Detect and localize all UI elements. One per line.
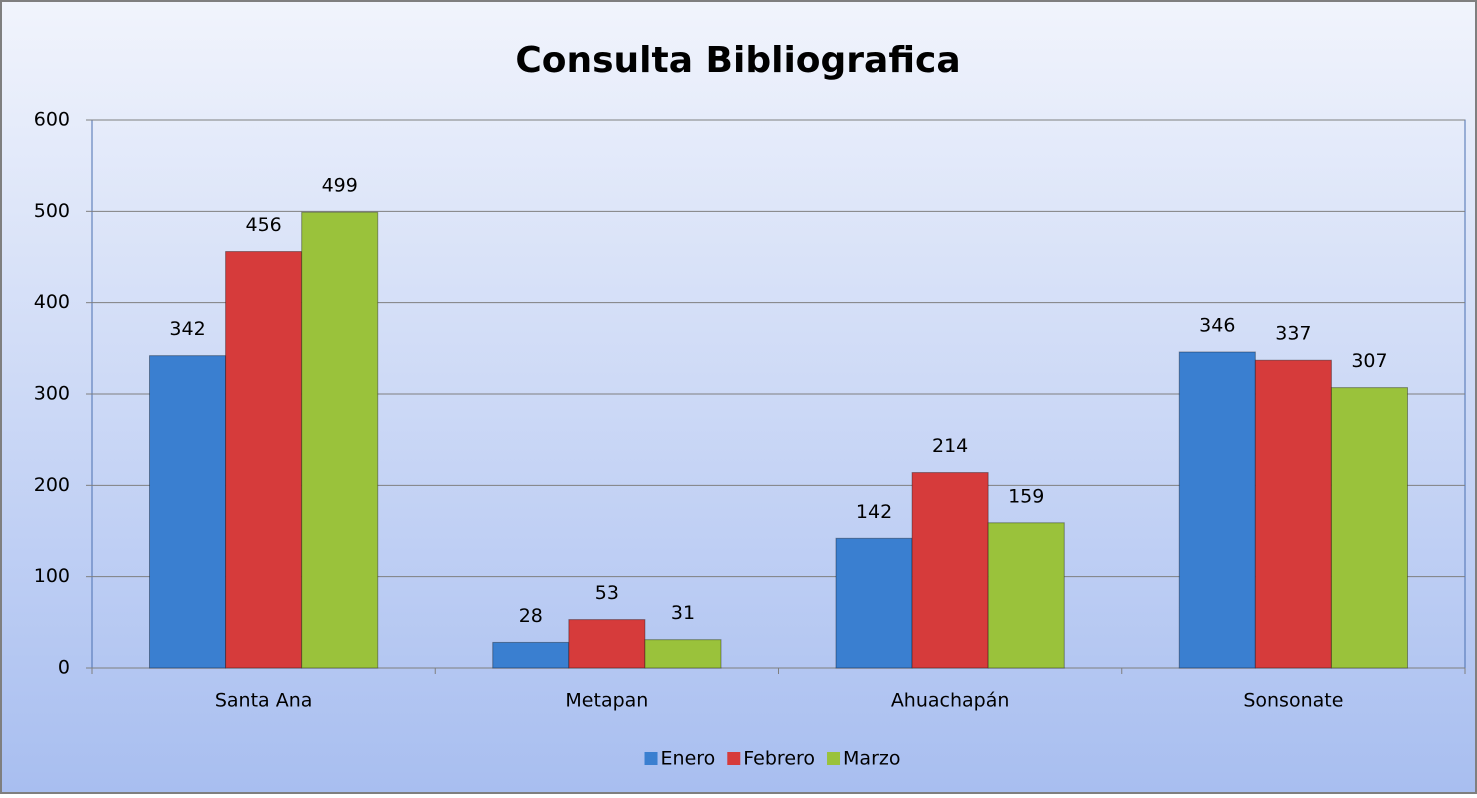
bar <box>492 641 570 669</box>
y-tick-label: 100 <box>34 565 70 587</box>
legend-swatch <box>827 752 841 765</box>
data-label: 28 <box>519 605 543 627</box>
bar <box>911 472 989 669</box>
data-label: 31 <box>671 602 695 624</box>
data-label: 142 <box>856 501 892 523</box>
data-label: 346 <box>1199 314 1235 336</box>
data-label: 53 <box>595 582 619 604</box>
legend-swatch <box>644 752 658 765</box>
bar <box>987 522 1065 669</box>
bar <box>1178 351 1256 669</box>
data-label: 214 <box>932 435 968 457</box>
legend-swatch <box>727 752 741 765</box>
legend-label: Marzo <box>843 748 900 770</box>
bar <box>644 639 722 669</box>
legend-label: Enero <box>661 748 716 770</box>
x-tick-label: Sonsonate <box>1243 690 1343 712</box>
bar <box>1254 359 1332 669</box>
bar <box>1330 387 1409 669</box>
x-tick-label: Ahuachapán <box>891 690 1010 712</box>
y-tick-label: 400 <box>34 291 70 313</box>
bar <box>835 537 913 669</box>
data-label: 337 <box>1275 323 1311 345</box>
bar <box>148 355 227 669</box>
data-label: 159 <box>1008 485 1044 507</box>
x-tick-label: Santa Ana <box>215 690 313 712</box>
y-tick-label: 600 <box>34 109 70 131</box>
chart-title: Consulta Bibliografica <box>515 40 960 81</box>
bar <box>225 251 303 669</box>
y-tick-label: 200 <box>34 474 70 496</box>
x-tick-label: Metapan <box>565 690 648 712</box>
y-tick-label: 500 <box>34 200 70 222</box>
data-label: 342 <box>169 318 205 340</box>
data-label: 456 <box>245 214 281 236</box>
data-label: 499 <box>322 175 358 197</box>
bar <box>301 211 379 669</box>
data-label: 307 <box>1351 350 1387 372</box>
legend-label: Febrero <box>743 748 815 770</box>
y-tick-label: 0 <box>58 657 70 679</box>
bar <box>568 619 646 669</box>
y-tick-label: 300 <box>34 383 70 405</box>
